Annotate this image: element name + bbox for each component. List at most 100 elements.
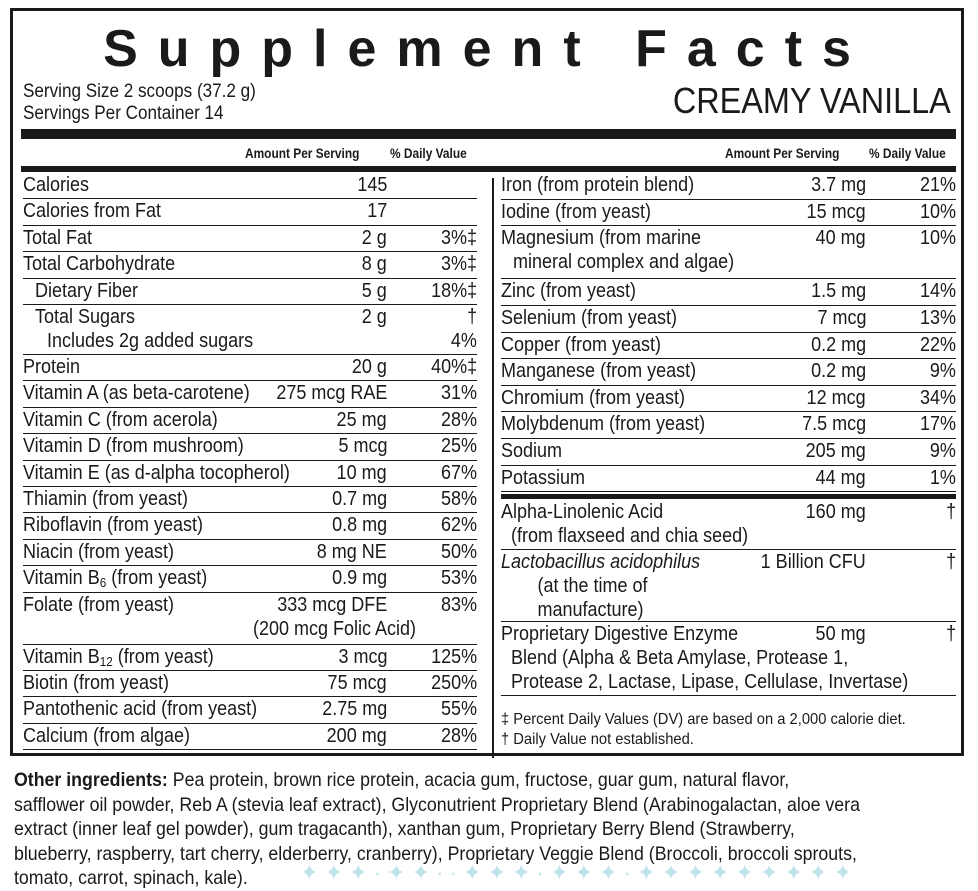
flavor-label: CREAMY VANILLA: [673, 80, 951, 121]
right-daily-value: 21%: [919, 174, 956, 196]
left-amount: 0.7 mg: [331, 488, 387, 510]
right-row: Iron (from protein blend) 3.7 mg 21%: [501, 173, 956, 200]
ingredients-line-3: extract (inner leaf gel powder), gum tra…: [14, 818, 795, 840]
right-col-amount-header: Amount Per Serving: [725, 145, 840, 161]
blend-name: Lactobacillus acidophilus: [501, 551, 701, 574]
left-row: Total Sugars 2 g † Includes 2g added sugars…: [23, 305, 477, 355]
left-amount: 10 mg: [336, 461, 387, 484]
right-nutrient-name: Chromium (from yeast): [501, 386, 686, 409]
left-amount: 17: [366, 200, 387, 223]
left-daily-value: 55%: [440, 698, 477, 721]
right-nutrient-name: Iron (from protein blend): [501, 174, 695, 196]
left-nutrient-name: Pantothenic acid (from yeast): [23, 698, 258, 721]
right-nutrient-name: Magnesium (from marine: [501, 227, 702, 250]
right-nutrient-name: Selenium (from yeast): [501, 307, 678, 329]
left-row: Vitamin B6 (from yeast) 0.9 mg 53%: [23, 566, 477, 593]
left-name-line-2: Includes 2g added sugars: [47, 330, 254, 352]
left-row: Vitamin A (as beta-carotene) 275 mcg RAE 3…: [23, 381, 477, 408]
left-daily-value: 28%: [440, 724, 477, 747]
left-daily-value: 18%‡: [430, 279, 477, 302]
left-nutrient-name: Total Fat: [23, 226, 93, 249]
left-row: Vitamin B12 (from yeast) 3 mcg 125%: [23, 645, 477, 671]
left-nutrient-name: Vitamin B12 (from yeast): [23, 645, 214, 669]
right-row: Iodine (from yeast) 15 mcg 10%: [501, 200, 956, 227]
right-row: Manganese (from yeast) 0.2 mg 9%: [501, 359, 956, 386]
blend-amount: 50 mg: [815, 623, 866, 646]
left-row: Vitamin C (from acerola) 25 mg 28%: [23, 408, 477, 435]
blend-daily-value: †: [945, 501, 956, 524]
right-amount: 0.2 mg: [810, 333, 866, 356]
left-daily-value: 50%: [440, 540, 477, 563]
thick-divider-blends: [501, 494, 956, 500]
right-amount: 0.2 mg: [810, 360, 866, 383]
right-name-line-2: mineral complex and algae): [513, 251, 735, 274]
ingredients-line-1: Pea protein, brown rice protein, acacia …: [167, 769, 790, 791]
left-daily-value: 28%: [440, 408, 477, 431]
left-daily-value: 83%: [440, 593, 477, 616]
left-daily-value: 25%: [440, 435, 477, 458]
left-amount: 20 g: [351, 356, 387, 378]
left-daily-value: 125%: [430, 645, 477, 668]
left-amount: 200 mg: [326, 724, 387, 747]
left-daily-value: 40%‡: [430, 356, 477, 378]
left-amount: 333 mcg DFE: [276, 593, 387, 616]
right-row: Magnesium (from marine 40 mg 10% mineral co…: [501, 226, 956, 280]
right-nutrient-name: Sodium: [501, 440, 563, 462]
ingredients-line-2: safflower oil powder, Reb A (stevia leaf…: [14, 793, 860, 816]
left-amount: 0.9 mg: [331, 567, 387, 590]
left-amount: 8 mg NE: [316, 540, 387, 563]
left-amount: 25 mg: [336, 408, 387, 431]
decorative-sparkle-pattern: ✦ ✦ ✦ · ✦ ✦ · · ✦ ✦ ✦ · ✦ ✦ ✦ · ✦ ✦ ✦ ✦ …: [300, 860, 852, 885]
blend-line-2: (at the time of: [537, 575, 648, 598]
right-daily-value: 10%: [919, 200, 956, 223]
left-nutrient-name: Niacin (from yeast): [23, 540, 175, 563]
right-daily-value: 17%: [919, 413, 956, 436]
blend-line-3: manufacture): [537, 599, 644, 622]
left-amount: 3 mcg: [337, 645, 387, 668]
left-amount: 275 mcg RAE: [275, 382, 387, 405]
right-daily-value: 22%: [919, 333, 956, 356]
ingredients-label: Other ingredients:: [14, 769, 168, 791]
left-daily-value: 3%‡: [440, 253, 477, 276]
left-row: Folate (from yeast) 333 mcg DFE 83% (200 mc…: [23, 593, 477, 645]
left-nutrient-name: Vitamin D (from mushroom): [23, 435, 244, 458]
right-amount: 12 mcg: [806, 386, 866, 409]
left-row: Vitamin D (from mushroom) 5 mcg 25%: [23, 434, 477, 461]
right-nutrient-name: Potassium: [501, 466, 586, 489]
left-nutrient-name: Riboflavin (from yeast): [23, 514, 204, 537]
left-row: Dietary Fiber 5 g 18%‡: [23, 279, 477, 305]
left-amount: 5 mcg: [337, 435, 387, 458]
thick-divider-header: [21, 166, 956, 172]
left-row: Calcium (from algae) 200 mg 28%: [23, 724, 477, 751]
blend-row: Alpha-Linolenic Acid 160 mg † (from flaxsee…: [501, 500, 956, 551]
right-daily-value: 9%: [929, 440, 956, 462]
right-daily-value: 34%: [919, 386, 956, 409]
right-nutrient-name: Iodine (from yeast): [501, 200, 652, 223]
panel-title: Supplement Facts: [103, 20, 871, 78]
left-row: Calories 145: [23, 173, 477, 200]
footnote-not-established: † Daily Value not established.: [501, 731, 694, 748]
left-nutrient-name: Calories: [23, 174, 90, 196]
right-row: Copper (from yeast) 0.2 mg 22%: [501, 333, 956, 360]
blend-amount: 160 mg: [805, 501, 866, 524]
blend-line-2: Blend (Alpha & Beta Amylase, Protease 1,: [511, 647, 849, 670]
left-daily-value: 67%: [440, 461, 477, 484]
blend-daily-value: †: [945, 551, 956, 574]
left-row: Vitamin E (as d-alpha tocopherol) 10 mg 67…: [23, 461, 477, 487]
blend-line-3: Protease 2, Lactase, Lipase, Cellulase, …: [511, 671, 909, 694]
left-nutrient-name: Protein: [23, 356, 81, 378]
left-daily-value-line-2: 4%: [450, 330, 477, 352]
left-daily-value: 62%: [440, 514, 477, 537]
blend-amount: 1 Billion CFU: [760, 551, 866, 574]
blend-row: Proprietary Digestive Enzyme 50 mg † Blend …: [501, 622, 956, 697]
right-daily-value: 14%: [919, 280, 956, 303]
left-row: Niacin (from yeast) 8 mg NE 50%: [23, 540, 477, 567]
left-amount: 5 g: [361, 279, 387, 302]
right-row: Zinc (from yeast) 1.5 mg 14%: [501, 279, 956, 306]
right-amount: 3.7 mg: [810, 174, 866, 196]
supplement-facts-panel: Supplement Facts Serving Size 2 scoops (…: [10, 8, 964, 758]
right-daily-value: 10%: [919, 227, 956, 250]
right-daily-value: 13%: [919, 307, 956, 329]
left-amount: 0.8 mg: [331, 514, 387, 537]
right-amount: 15 mcg: [806, 200, 866, 223]
